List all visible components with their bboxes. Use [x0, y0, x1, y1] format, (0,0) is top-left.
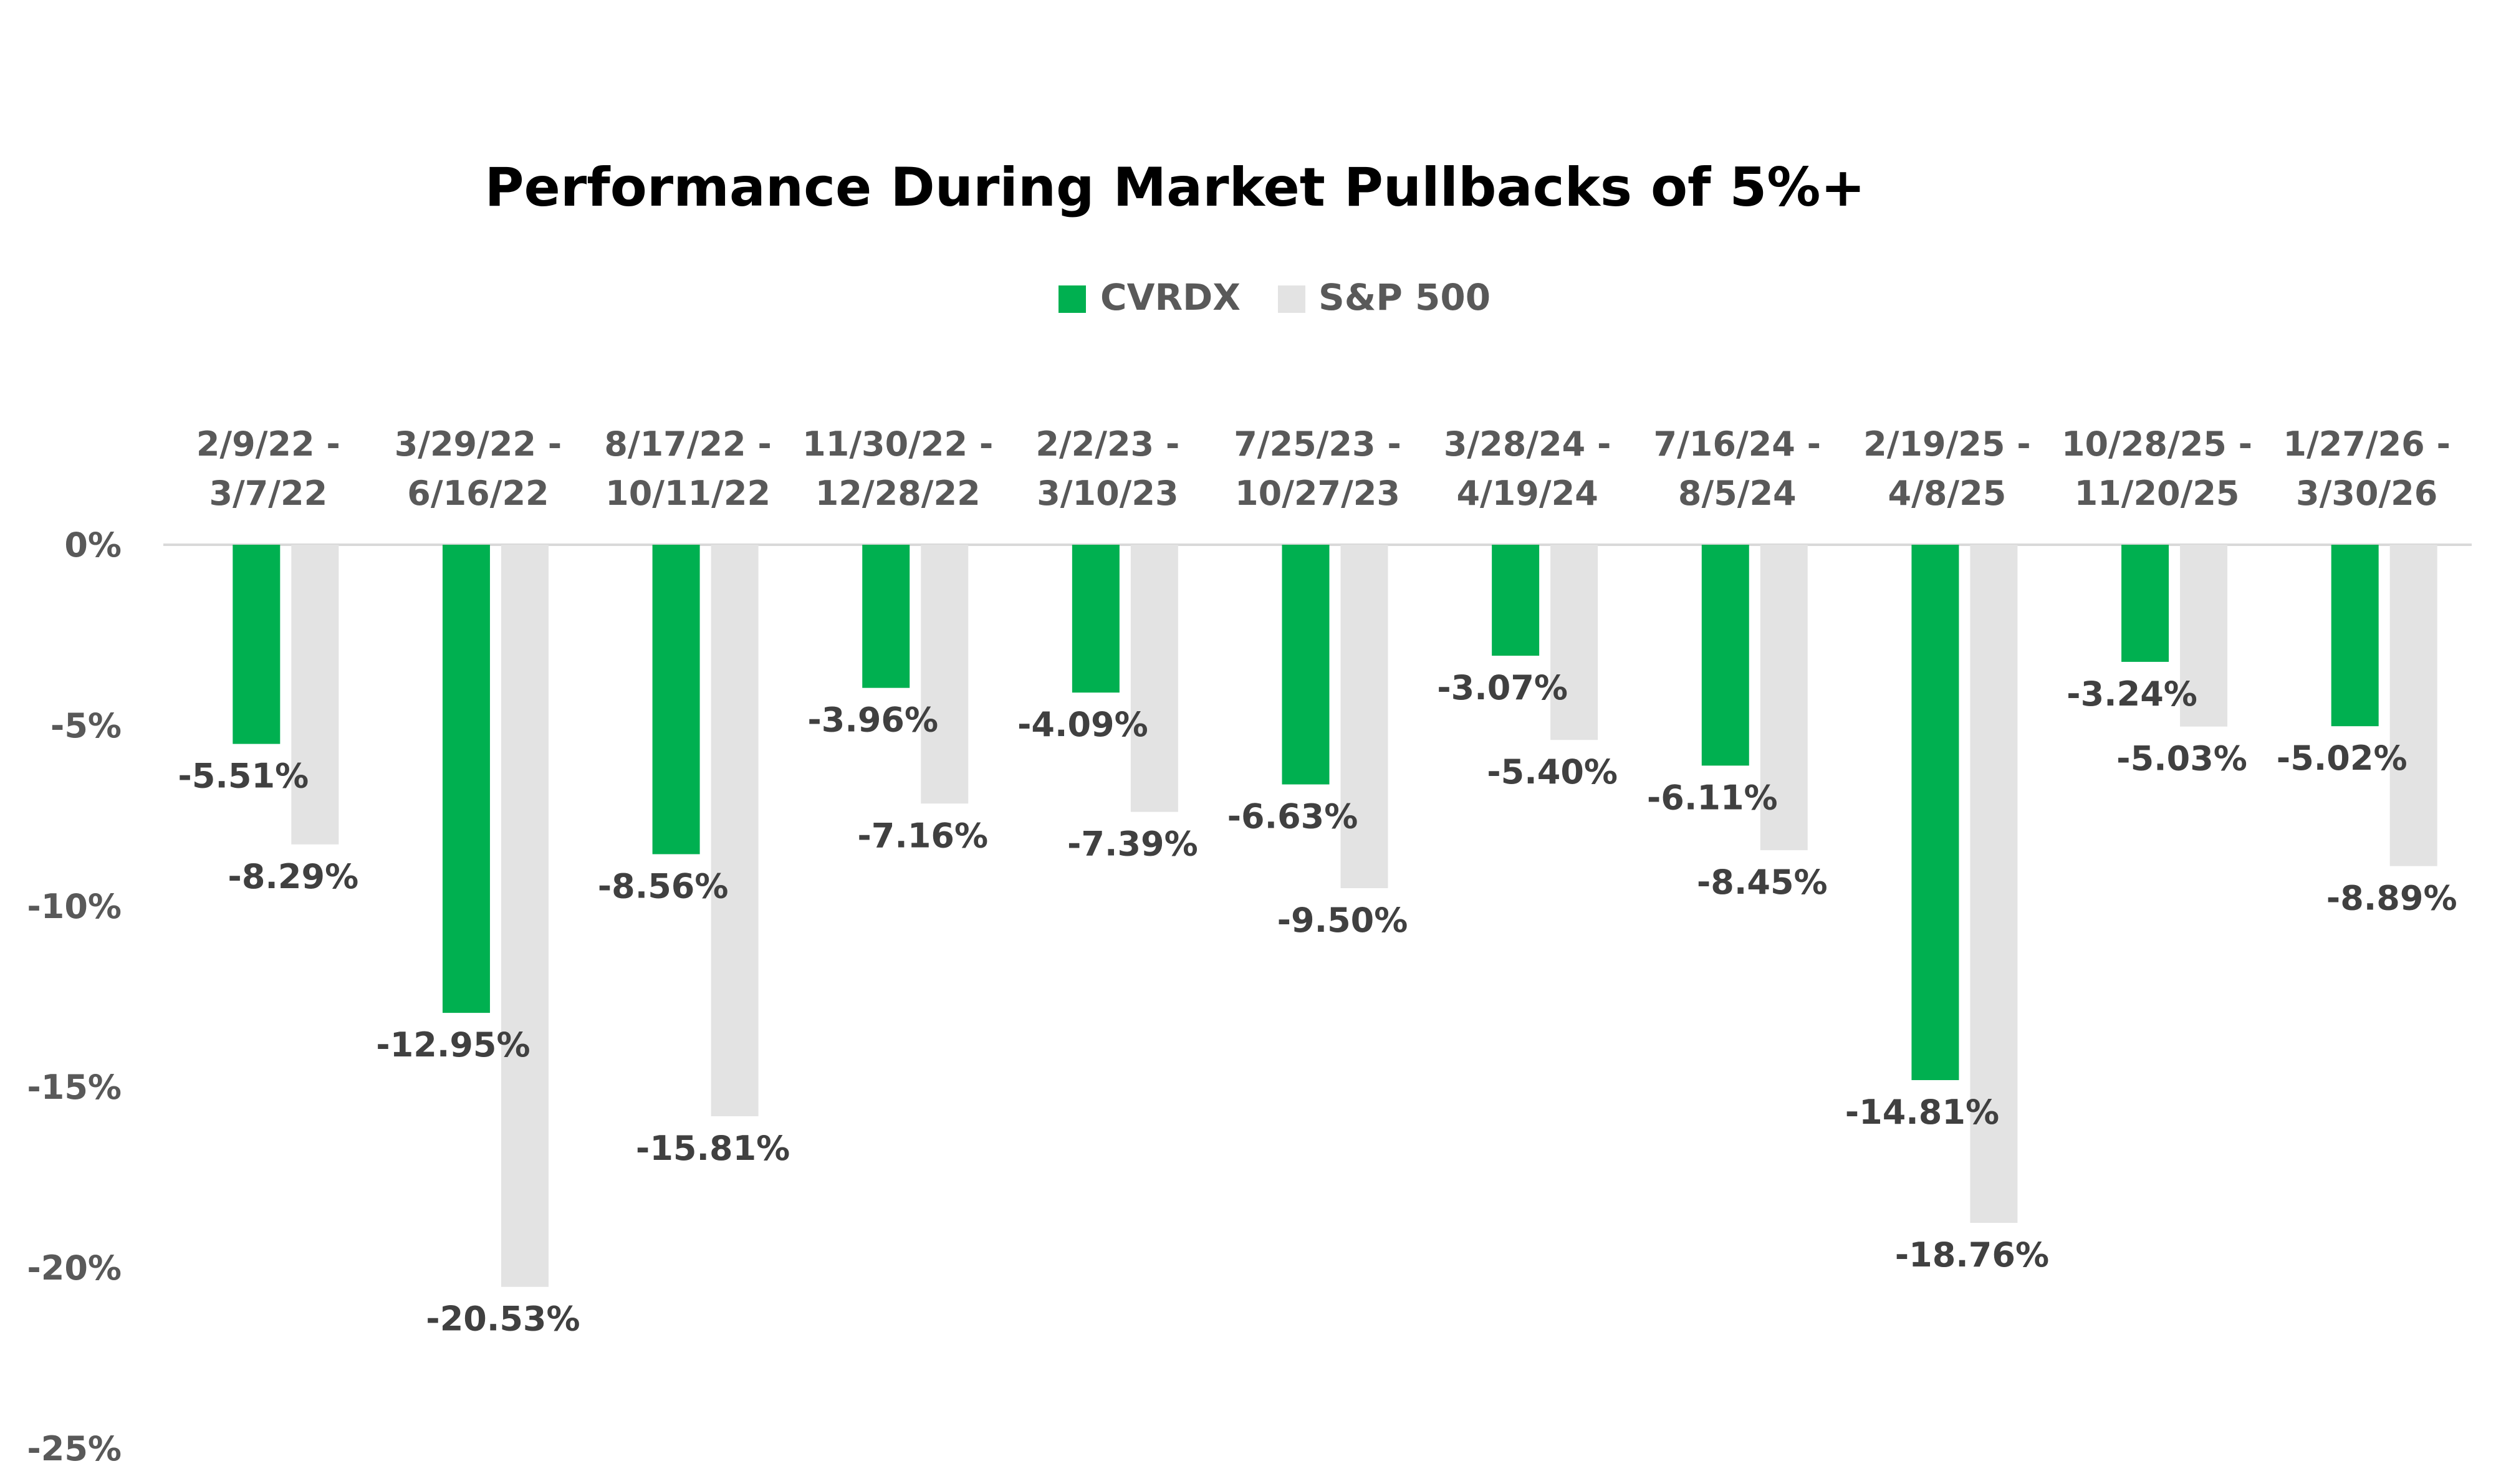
x-tick-label: 2/19/25 -4/8/25 — [1863, 424, 2031, 513]
x-tick-label: 2/2/23 -3/10/23 — [1035, 424, 1179, 513]
data-label-cvrdx: -5.02% — [2277, 739, 2408, 778]
bar-cvrdx — [862, 545, 910, 688]
bar-cvrdx — [233, 545, 281, 744]
bar-sp500 — [1970, 545, 2018, 1223]
x-tick-label: 8/17/22 -10/11/22 — [604, 424, 772, 513]
data-label-cvrdx: -8.56% — [598, 866, 729, 906]
data-label-sp500: -5.40% — [1487, 752, 1618, 792]
data-label-cvrdx: -6.63% — [1227, 797, 1358, 836]
y-axis: 0% -5% -10% -15% -20% -25% — [27, 525, 122, 1468]
bar-sp500 — [291, 545, 339, 845]
y-tick-label: -10% — [27, 887, 122, 926]
data-label-cvrdx: -5.51% — [178, 757, 309, 796]
bar-cvrdx — [2121, 545, 2169, 662]
bar-sp500 — [1550, 545, 1598, 740]
bar-cvrdx — [652, 545, 700, 854]
bar-sp500 — [2389, 545, 2437, 866]
bar-sp500 — [1130, 545, 1178, 812]
y-tick-label: -20% — [27, 1248, 122, 1288]
x-tick-label: 7/16/24 -8/5/24 — [1654, 424, 1822, 513]
bars — [233, 545, 2437, 1287]
bar-cvrdx — [1701, 545, 1749, 766]
data-label-sp500: -9.50% — [1277, 901, 1408, 940]
data-label-sp500: -20.53% — [426, 1300, 580, 1339]
x-axis: 2/9/22 -3/7/22 3/29/22 -6/16/22 8/17/22 -1… — [163, 424, 2472, 546]
data-label-cvrdx: -4.09% — [1017, 705, 1148, 744]
x-tick-label: 11/30/22 -12/28/22 — [802, 424, 993, 513]
bar-cvrdx — [1492, 545, 1540, 656]
y-tick-label: -15% — [27, 1068, 122, 1107]
bar-cvrdx — [1911, 545, 1959, 1080]
data-label-cvrdx: -3.07% — [1437, 668, 1568, 707]
bar-sp500 — [921, 545, 969, 804]
data-label-cvrdx: -6.11% — [1647, 778, 1778, 817]
x-tick-label: 1/27/26 -3/30/26 — [2283, 424, 2451, 513]
data-label-sp500: -18.76% — [1895, 1235, 2049, 1275]
bar-sp500 — [2180, 545, 2228, 727]
data-labels: -5.51% -8.29% -12.95% -20.53% -8.56% -15.81% -… — [178, 668, 2457, 1339]
x-tick-label: 7/25/23 -10/27/23 — [1234, 424, 1401, 513]
data-label-cvrdx: -12.95% — [376, 1025, 530, 1065]
chart-title: Performance During Market Pullbacks of 5… — [485, 156, 1866, 219]
bar-cvrdx — [1072, 545, 1120, 693]
bar-cvrdx — [2331, 545, 2379, 727]
x-tick-label: 10/28/25 -11/20/25 — [2062, 424, 2252, 513]
data-label-cvrdx: -3.24% — [2067, 674, 2197, 714]
legend-swatch-0 — [1059, 285, 1086, 313]
data-label-cvrdx: -3.96% — [807, 701, 938, 740]
data-label-cvrdx: -14.81% — [1845, 1093, 1999, 1132]
y-tick-label: -25% — [27, 1429, 122, 1468]
y-tick-label: -5% — [50, 706, 122, 745]
bar-sp500 — [501, 545, 549, 1287]
data-label-sp500: -8.89% — [2326, 879, 2457, 918]
data-label-sp500: -8.45% — [1697, 863, 1828, 902]
bar-sp500 — [1340, 545, 1388, 888]
legend-swatch-1 — [1278, 285, 1305, 313]
x-tick-label: 2/9/22 -3/7/22 — [196, 424, 340, 513]
bar-cvrdx — [1282, 545, 1330, 785]
data-label-sp500: -15.81% — [636, 1129, 790, 1168]
data-label-sp500: -8.29% — [228, 857, 358, 896]
data-label-sp500: -5.03% — [2116, 739, 2247, 778]
bar-sp500 — [711, 545, 759, 1116]
legend-label-1: S&P 500 — [1318, 276, 1491, 318]
x-tick-label: 3/29/22 -6/16/22 — [395, 424, 562, 513]
y-tick-label: 0% — [64, 525, 122, 565]
data-label-sp500: -7.16% — [857, 816, 988, 855]
bar-cvrdx — [442, 545, 490, 1013]
legend-label-0: CVRDX — [1100, 276, 1241, 318]
x-tick-label: 3/28/24 -4/19/24 — [1444, 424, 1611, 513]
data-label-sp500: -7.39% — [1067, 825, 1198, 864]
bar-sp500 — [1760, 545, 1808, 851]
legend: CVRDX S&P 500 — [1059, 276, 1491, 318]
